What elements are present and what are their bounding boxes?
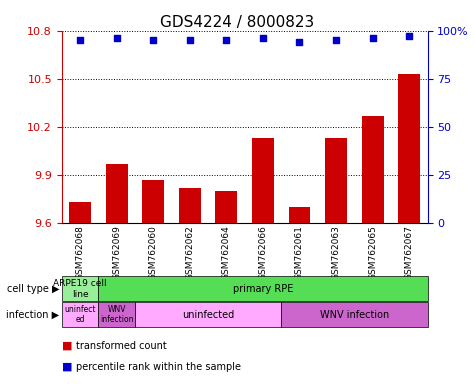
- Point: [332, 37, 340, 43]
- Text: ■: ■: [62, 362, 72, 372]
- Text: WNV
infection: WNV infection: [100, 305, 133, 324]
- Bar: [252, 138, 274, 223]
- Point: [295, 39, 304, 45]
- Text: ARPE19 cell
line: ARPE19 cell line: [53, 279, 107, 299]
- Bar: [398, 74, 420, 223]
- Text: uninfect
ed: uninfect ed: [64, 305, 96, 324]
- Text: infection ▶: infection ▶: [6, 310, 59, 320]
- Point: [369, 35, 377, 41]
- Bar: [179, 187, 201, 223]
- Bar: [325, 138, 347, 223]
- Text: transformed count: transformed count: [76, 341, 167, 351]
- Point: [113, 35, 121, 41]
- Point: [222, 37, 230, 43]
- Bar: [69, 202, 91, 223]
- Bar: [215, 191, 238, 223]
- Text: GDS4224 / 8000823: GDS4224 / 8000823: [161, 15, 314, 30]
- Text: WNV infection: WNV infection: [320, 310, 389, 320]
- Point: [149, 37, 157, 43]
- Text: uninfected: uninfected: [182, 310, 234, 320]
- Point: [405, 33, 413, 40]
- Text: primary RPE: primary RPE: [233, 284, 293, 294]
- Bar: [288, 207, 311, 223]
- Bar: [361, 116, 384, 223]
- Text: percentile rank within the sample: percentile rank within the sample: [76, 362, 241, 372]
- Point: [76, 37, 84, 43]
- Point: [259, 35, 267, 41]
- Text: ■: ■: [62, 341, 72, 351]
- Bar: [105, 164, 128, 223]
- Point: [186, 37, 194, 43]
- Bar: [142, 180, 164, 223]
- Text: cell type ▶: cell type ▶: [7, 284, 59, 294]
